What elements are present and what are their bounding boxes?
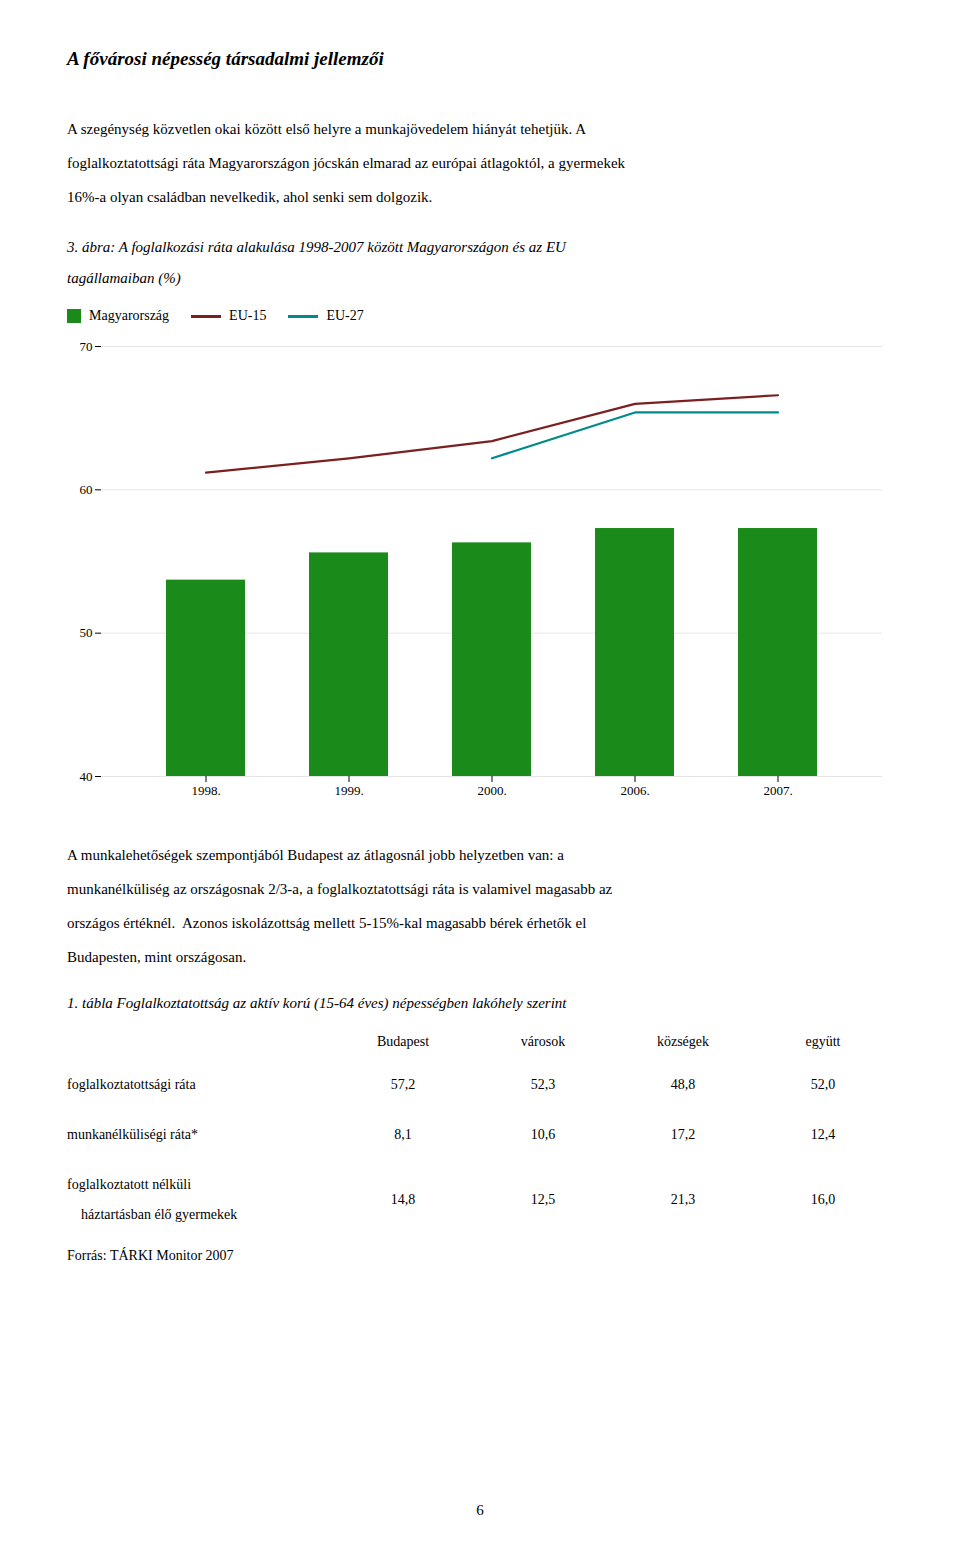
html-text:munkanélküliség az országosnak: munkanélküliség az országosnak 2/3-a, a … (67, 881, 613, 897)
html-text:munkanélküliségi ráta*: munkanélküliségi ráta* (67, 1127, 198, 1142)
html-text:EU-27: EU-27 (326, 308, 364, 323)
svg-text:40: 40 (80, 769, 93, 784)
html-text:foglalkoztatott nélküli: foglalkoztatott nélküli (67, 1177, 191, 1192)
html-text:együtt: együtt (805, 1034, 841, 1049)
html-text:EU-15: EU-15 (229, 308, 267, 323)
html-text:57,2: 57,2 (390, 1077, 416, 1092)
svg-text:2000.: 2000. (477, 783, 506, 798)
html-text:foglalkoztatottsági ráta: foglalkoztatottsági ráta (67, 1077, 196, 1092)
html-text:A fővárosi népesség társadalmi: A fővárosi népesség társadalmi jellemzői (67, 48, 384, 69)
html-text:14,8: 14,8 (390, 1192, 416, 1207)
html-text:52,3: 52,3 (530, 1077, 556, 1092)
html-text:foglalkoztatottsági ráta Magya: foglalkoztatottsági ráta Magyarországon … (67, 155, 626, 171)
html-text:6: 6 (476, 1502, 484, 1518)
svg-text:2007.: 2007. (763, 783, 792, 798)
html-text:országos értéknél. Azonos isko: országos értéknél. Azonos iskolázottság … (67, 915, 587, 931)
html-text:1. tábla Foglalkoztatottság az: 1. tábla Foglalkoztatottság az aktív kor… (67, 995, 567, 1011)
html-text:12,4: 12,4 (810, 1127, 836, 1142)
svg-text:2006.: 2006. (620, 783, 649, 798)
html-text:Budapesten, mint országosan.: Budapesten, mint országosan. (67, 949, 247, 965)
html-text:A szegénység közvetlen okai kö: A szegénység közvetlen okai között első … (67, 121, 586, 137)
html-text:12,5: 12,5 (530, 1192, 556, 1207)
svg-text:50: 50 (80, 625, 93, 640)
html-text:községek: községek (657, 1034, 709, 1049)
html-text:tagállamaiban (%): tagállamaiban (%) (67, 270, 181, 286)
svg-text:1998.: 1998. (191, 783, 220, 798)
html-text:A munkalehetőségek szempontjáb: A munkalehetőségek szempontjából Budapes… (67, 847, 564, 863)
html-text:8,1: 8,1 (394, 1127, 412, 1142)
html-text:Forrás: TÁRKI Monitor 2007: Forrás: TÁRKI Monitor 2007 (67, 1248, 234, 1263)
svg-text:70: 70 (80, 339, 93, 354)
html-text:10,6: 10,6 (530, 1127, 556, 1142)
html-text:16%-a olyan családban nevelked: 16%-a olyan családban nevelkedik, ahol s… (67, 189, 433, 205)
html-text:16,0: 16,0 (810, 1192, 836, 1207)
html-text:városok: városok (520, 1034, 566, 1049)
html-text:Magyarország: Magyarország (89, 308, 170, 323)
html-text:21,3: 21,3 (670, 1192, 696, 1207)
html-text:52,0: 52,0 (810, 1077, 836, 1092)
svg-text:1999.: 1999. (334, 783, 363, 798)
html-text:17,2: 17,2 (670, 1127, 696, 1142)
html-text:3. ábra: A foglalkozási ráta a: 3. ábra: A foglalkozási ráta alakulása 1… (67, 239, 566, 255)
html-text:48,8: 48,8 (670, 1077, 696, 1092)
html-text:Budapest: Budapest (376, 1034, 429, 1049)
svg-text:60: 60 (80, 482, 93, 497)
html-text:háztartásban élő gyermekek: háztartásban élő gyermekek (67, 1207, 238, 1222)
